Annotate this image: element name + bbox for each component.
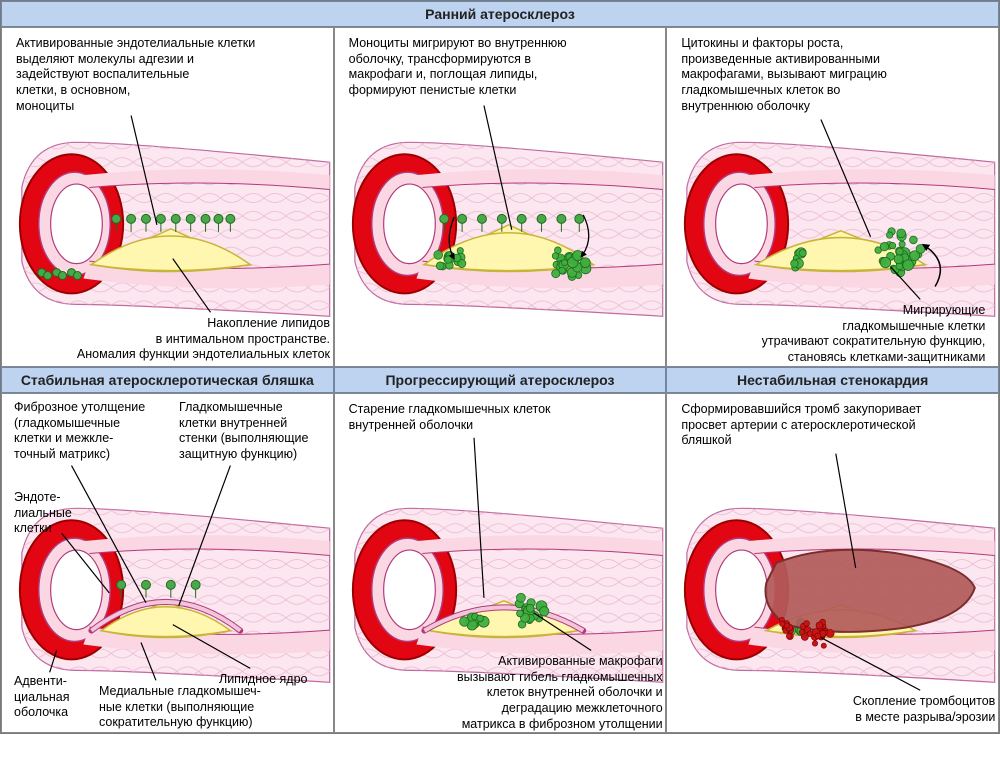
panel-5: Старение гладкомышечных клеток внутренне… — [334, 393, 667, 733]
caption-p6-bottom: Скопление тромбоцитов в месте разрыва/эр… — [817, 694, 997, 725]
caption-p1-bottom: Накопление липидов в интимальном простра… — [52, 316, 332, 363]
caption-p4-c3: Эндоте- лиальные клетки — [12, 490, 102, 537]
caption-p1-top: Активированные эндотелиальные клетки выд… — [14, 36, 274, 114]
panel-3: Цитокины и факторы роста, произведенные … — [666, 27, 999, 367]
caption-p4-c5: Адвенти- циальная оболочка — [12, 674, 102, 721]
panel-1: Активированные эндотелиальные клетки выд… — [1, 27, 334, 367]
header-2a: Стабильная атеросклеротическая бляшка — [1, 367, 334, 393]
caption-p5-top: Старение гладкомышечных клеток внутренне… — [347, 402, 647, 433]
header-top: Ранний атеросклероз — [1, 1, 999, 27]
caption-p6-top: Сформировавшийся тромб закупоривает прос… — [679, 402, 989, 449]
caption-p3-top: Цитокины и факторы роста, произведенные … — [679, 36, 979, 114]
header-2b: Прогрессирующий атеросклероз — [334, 367, 667, 393]
caption-p5-bottom: Активированные макрофаги вызывают гибель… — [405, 654, 665, 732]
caption-p4-c1: Фиброзное утолщение (гладкомышечные клет… — [12, 400, 162, 463]
panel-6: Сформировавшийся тромб закупоривает прос… — [666, 393, 999, 733]
caption-p2-top: Моноциты мигрируют во внутреннюю оболочк… — [347, 36, 647, 99]
header-2c: Нестабильная стенокардия — [666, 367, 999, 393]
caption-p3-bottom: Мигрирующие гладкомышечные клетки утрачи… — [727, 303, 987, 366]
diagram-grid: Ранний атеросклероз Активированные эндот… — [0, 0, 1000, 734]
panel-4: Фиброзное утолщение (гладкомышечные клет… — [1, 393, 334, 733]
panel-2: Моноциты мигрируют во внутреннюю оболочк… — [334, 27, 667, 367]
caption-p4-c6: Медиальные гладкомышеч- ные клетки (выпо… — [97, 684, 307, 731]
caption-p4-c2: Гладкомышечные клетки внутренней стенки … — [177, 400, 334, 463]
